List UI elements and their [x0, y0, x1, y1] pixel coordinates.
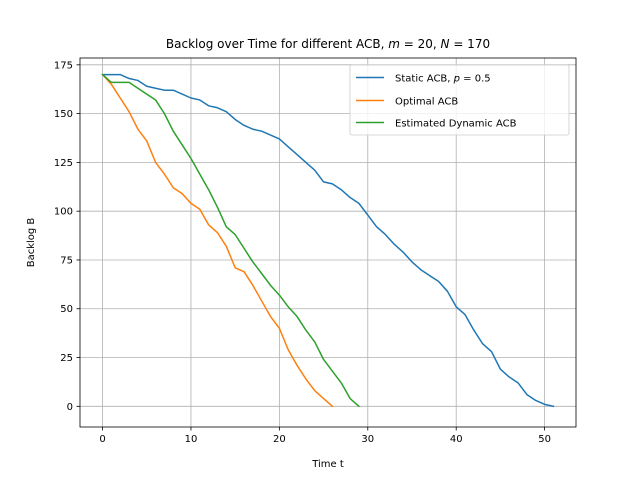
- y-tick-label: 0: [67, 402, 73, 413]
- static-acb-line: [101, 73, 555, 408]
- estimated-dynamic-acb-line: [101, 73, 360, 408]
- legend-frame: [349, 64, 570, 136]
- y-tick-label: 25: [60, 353, 73, 364]
- optimal-acb-line: [101, 73, 334, 408]
- y-tick-label: 50: [60, 304, 73, 315]
- x-tick-label: 50: [538, 434, 551, 445]
- chart-title: Backlog over Time for different ACB, m =…: [166, 37, 490, 51]
- legend-label-optimal: Optimal ACB: [395, 97, 458, 108]
- y-tick-label: 150: [54, 109, 73, 120]
- y-tick-label: 175: [54, 60, 73, 71]
- legend-label-static: Static ACB, p = 0.5: [395, 74, 491, 85]
- x-tick-label: 20: [273, 434, 286, 445]
- x-tick-label: 0: [99, 434, 105, 445]
- series-lines: [101, 73, 555, 408]
- legend: Static ACB, p = 0.5 Optimal ACB Estimate…: [349, 64, 570, 136]
- x-axis-label: Time t: [311, 459, 344, 470]
- y-tick-label: 75: [60, 255, 73, 266]
- grid: [80, 58, 576, 427]
- legend-label-dynamic: Estimated Dynamic ACB: [395, 119, 517, 130]
- y-tick-label: 100: [54, 207, 73, 218]
- plot-frame: [79, 57, 577, 428]
- axis-ticks: 0 10 20 30 40 50 0 25 50 75 100 125 150 175: [54, 60, 551, 445]
- x-tick-label: 40: [450, 434, 463, 445]
- y-tick-label: 125: [54, 158, 73, 169]
- x-tick-label: 30: [361, 434, 374, 445]
- x-tick-label: 10: [185, 434, 198, 445]
- y-axis-label: Backlog B: [26, 218, 37, 268]
